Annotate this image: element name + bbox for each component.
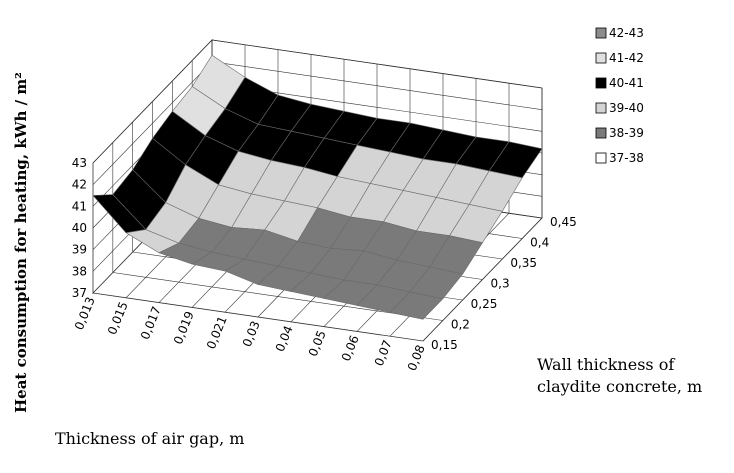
legend-swatch xyxy=(595,27,607,39)
legend-label: 41-42 xyxy=(609,51,644,65)
x-tick-label: 0,07 xyxy=(372,338,395,368)
legend-swatch xyxy=(595,52,607,64)
x-tick-label: 0,04 xyxy=(273,324,296,354)
z-axis-title: Heat consumption for heating, kWh / m² xyxy=(12,72,30,413)
x-tick-label: 0,021 xyxy=(204,314,230,351)
x-tick-label: 0,05 xyxy=(306,328,329,358)
x-tick-label: 0,015 xyxy=(105,300,131,337)
y-tick-label: 0,4 xyxy=(530,236,549,250)
y-tick-label: 0,35 xyxy=(510,256,537,270)
surface-patch xyxy=(389,291,444,320)
y-tick-label: 0,25 xyxy=(471,297,498,311)
y-axis-title-line1: Wall thickness of xyxy=(537,355,675,374)
z-tick-label: 37 xyxy=(72,286,87,300)
z-tick-label: 43 xyxy=(72,156,87,170)
surface-plot xyxy=(92,54,543,320)
x-tick-label: 0,06 xyxy=(339,333,362,363)
y-tick-label: 0,3 xyxy=(491,277,510,291)
legend-swatch xyxy=(595,77,607,89)
legend-label: 38-39 xyxy=(609,126,644,140)
x-tick-label: 0,017 xyxy=(138,304,164,341)
floor-gridline-y xyxy=(112,272,443,321)
legend-swatch xyxy=(595,152,607,164)
y-tick-label: 0,45 xyxy=(550,215,577,229)
legend-label: 42-43 xyxy=(609,26,644,40)
y-axis-title-line2: claydite concrete, m xyxy=(537,377,702,396)
legend: 42-43 41-42 40-41 39-40 38-39 37-38 xyxy=(595,26,644,165)
x-tick-label: 0,013 xyxy=(72,295,98,332)
x-tick-label: 0,019 xyxy=(171,309,197,346)
z-gridline xyxy=(92,39,543,164)
x-tick-label: 0,03 xyxy=(240,319,263,349)
z-tick-label: 41 xyxy=(72,199,87,213)
y-tick-label: 0,2 xyxy=(451,318,470,332)
legend-label: 40-41 xyxy=(609,76,644,90)
legend-label: 39-40 xyxy=(609,101,644,115)
z-tick-label: 39 xyxy=(72,243,87,257)
x-axis-title: Thickness of air gap, m xyxy=(55,429,244,448)
z-tick-label: 42 xyxy=(72,178,87,192)
legend-swatch xyxy=(595,127,607,139)
z-tick-label: 38 xyxy=(72,264,87,278)
legend-swatch xyxy=(595,102,607,114)
legend-label: 37-38 xyxy=(609,151,644,165)
z-tick-label: 40 xyxy=(72,221,87,235)
y-tick-label: 0,15 xyxy=(431,338,458,352)
x-tick-label: 0,08 xyxy=(405,343,428,373)
